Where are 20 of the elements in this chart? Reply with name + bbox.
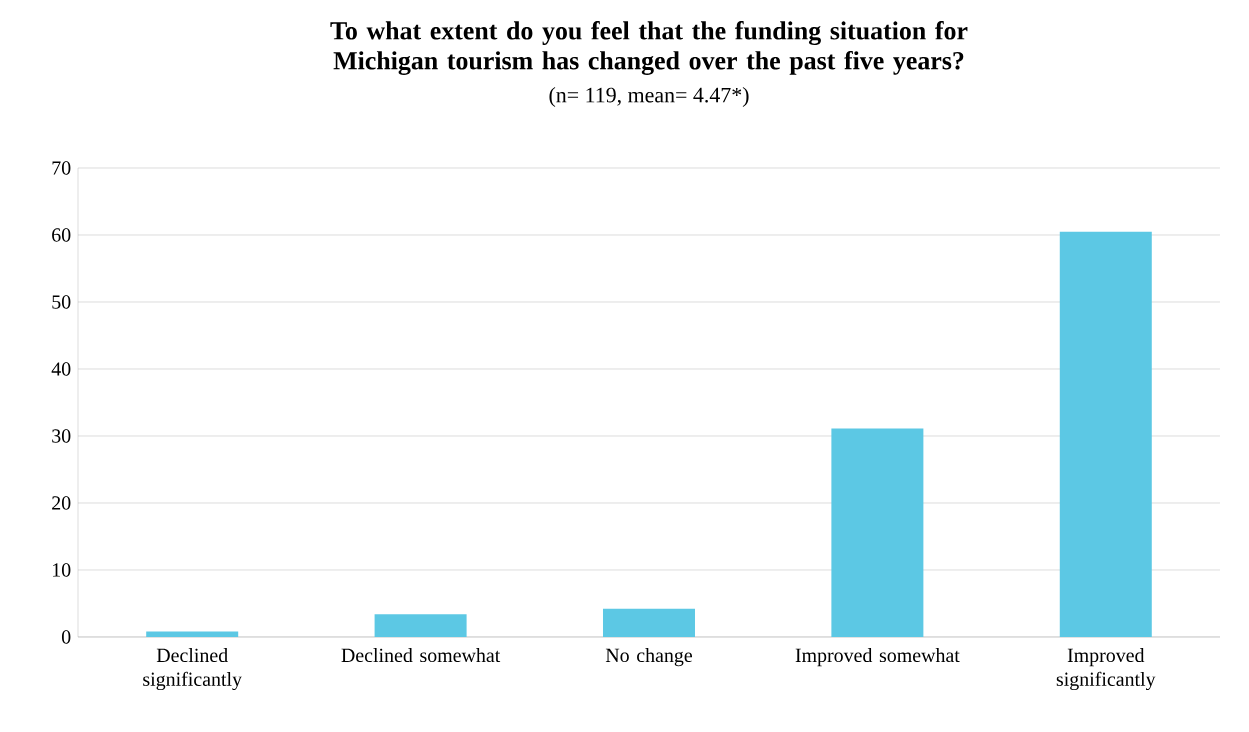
y-tick-label: 50 bbox=[52, 295, 71, 309]
bar bbox=[146, 631, 239, 637]
y-tick-label: 30 bbox=[52, 429, 71, 443]
bar bbox=[602, 608, 695, 637]
bar bbox=[374, 614, 467, 637]
x-tick-label: Declined significantly bbox=[143, 648, 242, 691]
bar bbox=[831, 428, 924, 637]
x-tick-label: Improved somewhat bbox=[795, 648, 960, 667]
chart-subtitle: (n= 119, mean= 4.47*) bbox=[549, 87, 749, 107]
bar bbox=[1059, 231, 1152, 637]
y-tick-label: 0 bbox=[61, 630, 71, 644]
chart-title: To what extent do you feel that the funding situation for Michigan tourism has changed over the past five years? bbox=[330, 21, 968, 75]
y-tick-label: 70 bbox=[52, 161, 71, 175]
y-tick-label: 40 bbox=[51, 362, 71, 376]
x-tick-label: No change bbox=[605, 648, 693, 667]
y-tick-label: 20 bbox=[52, 496, 71, 510]
y-tick-label: 60 bbox=[52, 228, 71, 242]
x-tick-label: Improved significantly bbox=[1056, 648, 1156, 691]
x-tick-label: Declined somewhat bbox=[341, 648, 501, 663]
y-tick-label: 10 bbox=[52, 563, 71, 577]
